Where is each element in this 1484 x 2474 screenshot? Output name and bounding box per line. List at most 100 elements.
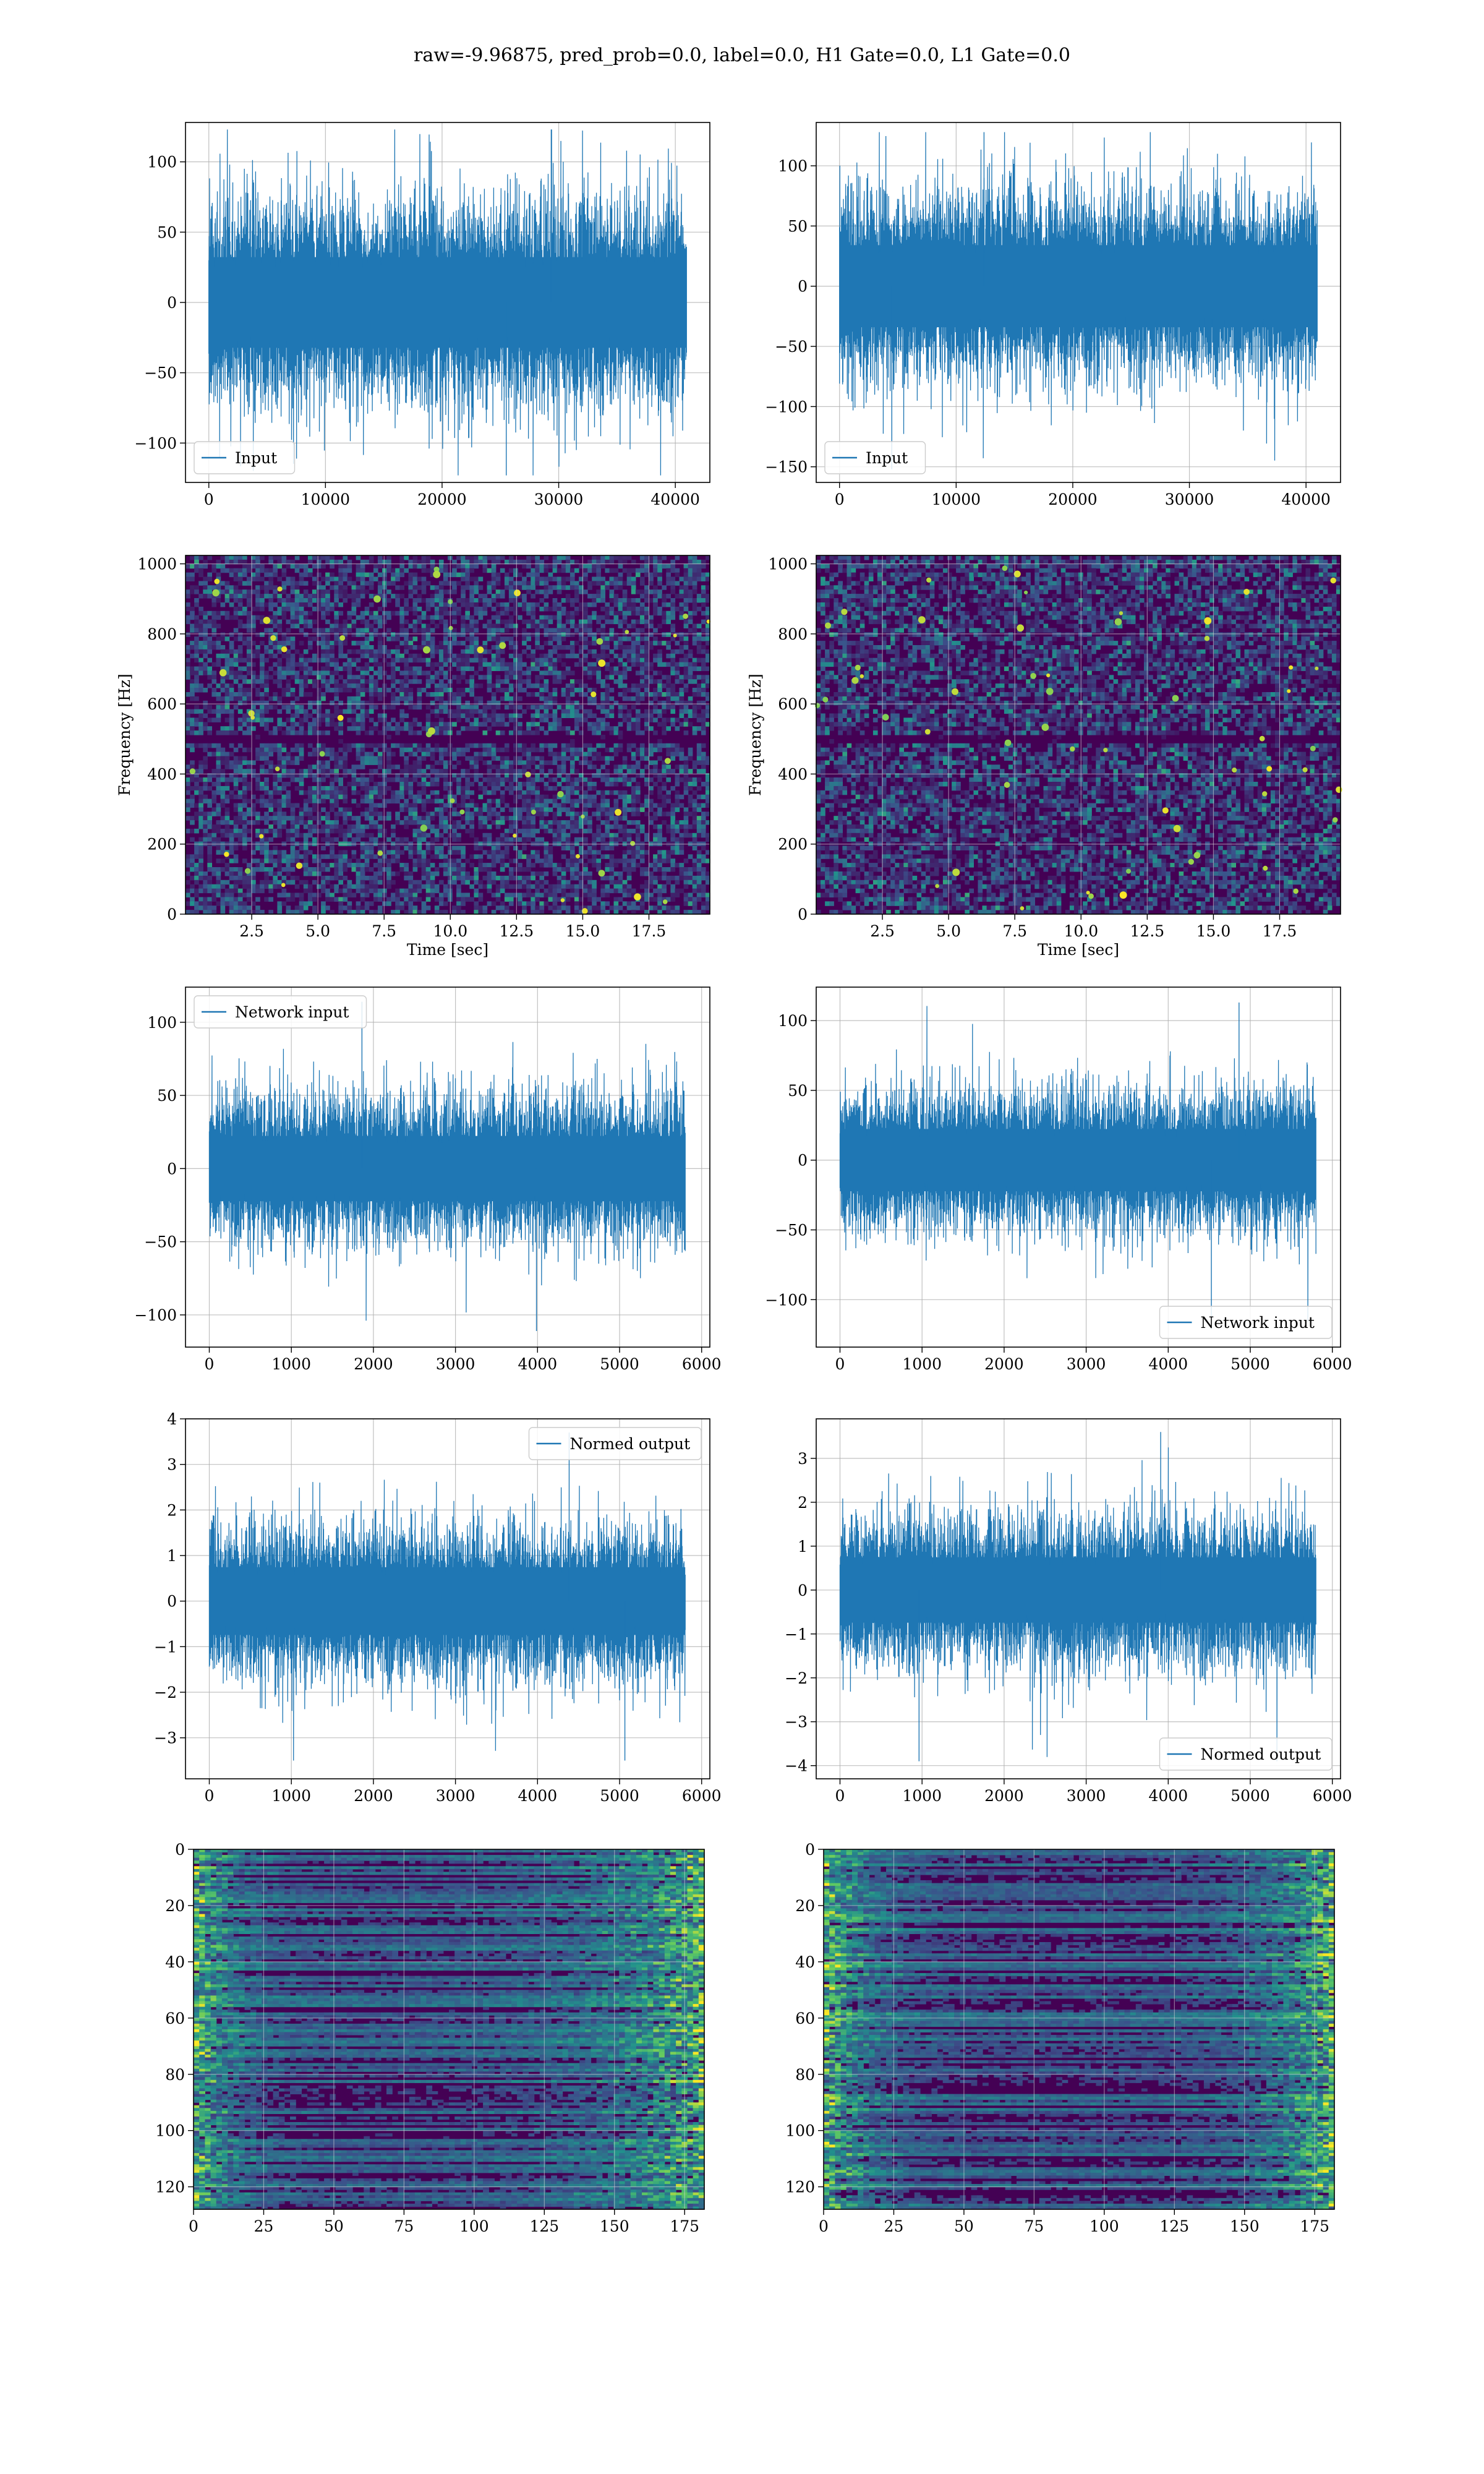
- spectrogram-peak: [1070, 746, 1075, 751]
- spectrogram-peak: [1041, 724, 1049, 731]
- spectrogram-peak: [423, 646, 430, 654]
- spectrogram-peak: [935, 884, 939, 888]
- x-axis-label: Time [sec]: [407, 941, 488, 959]
- spectrogram-peak: [319, 751, 325, 757]
- figure-suptitle: raw=-9.96875, pred_prob=0.0, label=0.0, …: [0, 45, 1484, 66]
- x-tick-label: 10.0: [1064, 922, 1098, 940]
- signal-trace: [839, 132, 1318, 461]
- spectrogram-peak: [212, 589, 220, 597]
- subplot-r4c0: 0 25 50 75 100 125 150 175 0 20 40 60 80 100 120: [155, 1841, 705, 2235]
- legend: Network input: [1159, 1306, 1333, 1339]
- y-tick-label: 1: [167, 1547, 177, 1565]
- spectrogram-peak: [373, 595, 381, 603]
- y-tick-label: 100: [778, 1012, 808, 1030]
- spectrogram-peak: [952, 688, 958, 695]
- y-tick-label: 0: [798, 278, 808, 296]
- spectrogram-peak: [433, 570, 441, 578]
- x-tick-label: 30000: [534, 490, 584, 508]
- spectrogram-peak: [1017, 624, 1025, 632]
- signal-extremes: [891, 132, 985, 469]
- y-tick-label: −50: [144, 1233, 177, 1251]
- x-tick-label: 175: [670, 2217, 699, 2235]
- spectrogram-peak: [1088, 893, 1094, 899]
- subplot-r3c0: 0 1000 2000 3000 4000 5000 6000 −3 −2 −1 0 1 2 3 4 Norm…: [154, 1410, 721, 1805]
- signal-extremes: [568, 1432, 626, 1761]
- legend-label: Network input: [235, 1003, 349, 1021]
- spectrogram-peak: [924, 729, 931, 735]
- y-tick-label: 0: [175, 1841, 185, 1859]
- x-tick-label: 75: [394, 2217, 414, 2235]
- spectrogram-peak: [1243, 588, 1250, 595]
- y-tick-label: −150: [765, 458, 808, 476]
- y-tick-label: −3: [154, 1729, 177, 1747]
- x-tick-label: 0: [835, 490, 845, 508]
- y-tick-label: 400: [147, 765, 177, 783]
- y-tick-label: 200: [778, 836, 808, 854]
- x-tick-label: 6000: [1313, 1355, 1352, 1373]
- signal-extremes: [1211, 1002, 1240, 1329]
- legend-label: Network input: [1201, 1314, 1315, 1332]
- spectrogram-peak: [1002, 565, 1008, 571]
- axes-frame: [816, 555, 1341, 915]
- spectrogram-peak: [244, 868, 251, 874]
- signal-trace: [208, 1042, 686, 1321]
- x-tick-label: 3000: [436, 1787, 475, 1805]
- x-tick-label: 150: [1230, 2217, 1260, 2235]
- spectrogram-peak: [1172, 695, 1179, 702]
- signal-extremes: [361, 1001, 537, 1331]
- spectrogram-peak: [926, 577, 932, 583]
- subplot-r0c1: 0 10000 20000 30000 40000 −150 −100 −50 0 50 100 In…: [765, 122, 1341, 508]
- y-tick-label: 50: [788, 217, 808, 235]
- spectrogram-peak: [557, 790, 564, 798]
- x-tick-label: 100: [459, 2217, 489, 2235]
- y-tick-label: 60: [165, 2010, 185, 2027]
- x-tick-label: 6000: [682, 1787, 722, 1805]
- spectrogram-peak: [1310, 745, 1316, 751]
- legend: Normed output: [528, 1427, 702, 1460]
- y-tick-label: 100: [155, 2122, 185, 2140]
- grid-r4c0: [193, 1849, 704, 2209]
- y-tick-label: 0: [798, 905, 808, 923]
- spectrogram-peak: [582, 908, 588, 914]
- y-tick-label: 800: [147, 625, 177, 643]
- spectrogram-peak: [277, 586, 283, 592]
- x-tick-label: 125: [1159, 2217, 1189, 2235]
- y-axis-label: Frequency [Hz]: [746, 674, 764, 796]
- x-tick-label: 5000: [1230, 1355, 1270, 1373]
- spectrogram-peak: [1330, 577, 1336, 584]
- spectrogram-peak: [822, 696, 829, 703]
- y-tick-label: 100: [147, 153, 177, 171]
- y-tick-label: 600: [778, 695, 808, 713]
- spectrogram-peak: [1188, 858, 1195, 865]
- y-tick-label: 100: [785, 2122, 815, 2140]
- y-tick-label: 0: [167, 1593, 177, 1611]
- spectrogram-peak: [337, 714, 344, 721]
- signal-trace: [839, 1447, 1316, 1761]
- spectrogram-peak: [377, 850, 383, 856]
- y-tick-label: 0: [798, 1152, 808, 1170]
- legend-box: [1159, 1737, 1333, 1771]
- y-tick-label: 100: [778, 157, 808, 175]
- x-tick-label: 4000: [1149, 1787, 1188, 1805]
- spectrogram-peak: [189, 768, 196, 774]
- axes-frame: [816, 1418, 1341, 1779]
- x-tick-label: 12.5: [500, 922, 534, 940]
- series-normed-output: [839, 1432, 1316, 1761]
- x-tick-label: 7.5: [1002, 922, 1027, 940]
- x-tick-label: 17.5: [632, 922, 667, 940]
- y-tick-label: −1: [785, 1625, 808, 1643]
- y-tick-label: −50: [775, 1222, 808, 1239]
- y-tick-label: 80: [165, 2066, 185, 2084]
- spectrogram-peak: [1103, 748, 1108, 753]
- x-tick-label: 0: [819, 2217, 829, 2235]
- spectrogram-peak: [499, 642, 506, 649]
- spectrogram-peak: [625, 630, 629, 635]
- x-tick-label: 4000: [1149, 1355, 1188, 1373]
- spectrogram-peak: [1262, 791, 1268, 797]
- x-tick-label: 15.0: [566, 922, 600, 940]
- spectrogram-peak: [1162, 807, 1169, 814]
- legend-box: [528, 1427, 702, 1460]
- x-tick-label: 5000: [1230, 1787, 1270, 1805]
- spectrogram-peak: [575, 854, 580, 858]
- axes-frame: [193, 1849, 705, 2210]
